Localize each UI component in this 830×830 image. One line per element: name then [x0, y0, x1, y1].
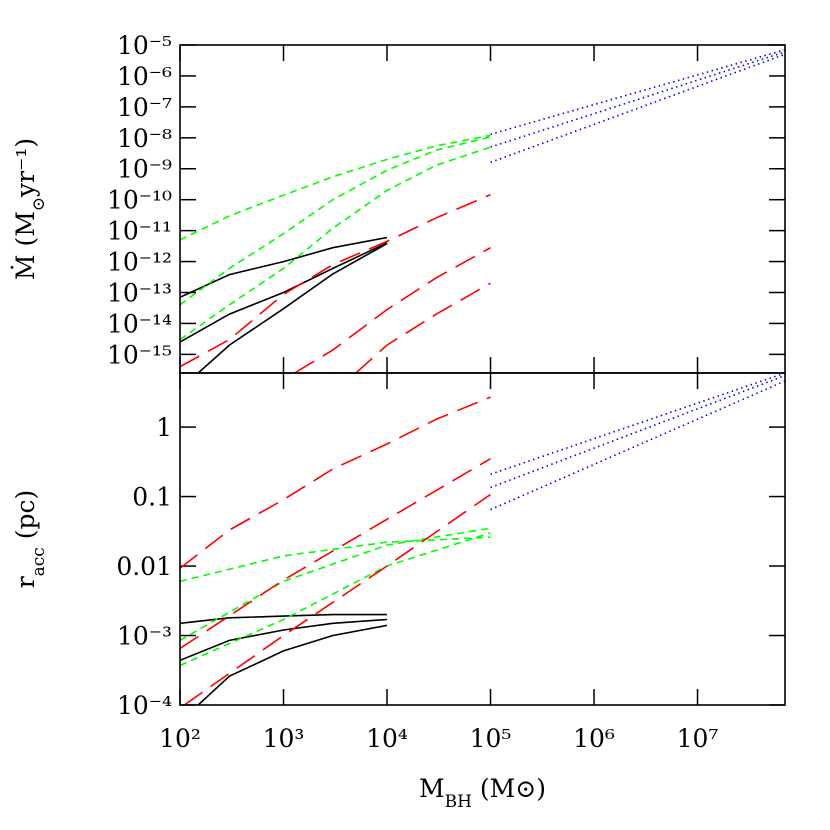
- x-tick-label: 10²: [159, 724, 201, 753]
- y-tick-label: 10⁻¹⁴: [107, 309, 172, 338]
- data-line: [180, 536, 491, 583]
- y-tick-label: 10⁻⁹: [117, 155, 172, 184]
- data-line: [490, 53, 785, 164]
- x-tick-label: 10⁷: [677, 724, 719, 753]
- data-line: [180, 136, 491, 306]
- data-line: [180, 613, 387, 625]
- data-line: [180, 618, 388, 662]
- y-tick-label: 10⁻¹⁰: [107, 186, 172, 215]
- data-line: [197, 624, 388, 705]
- data-line: [180, 146, 491, 341]
- plot-frame: [179, 372, 786, 706]
- data-line: [180, 396, 491, 569]
- data-line: [490, 380, 785, 511]
- plot-frame: [179, 44, 786, 374]
- data-line: [180, 458, 491, 650]
- y-tick-label: 10⁻¹⁵: [107, 340, 172, 369]
- plot-area: [180, 49, 785, 373]
- axis-label: MBH (M⊙): [419, 774, 546, 812]
- data-line: [180, 236, 388, 299]
- y-tick-label: 10⁻¹¹: [107, 217, 172, 246]
- y-tick-label: 10⁻⁴: [117, 691, 172, 720]
- axis-label-main: r: [11, 576, 40, 588]
- axis-label-tail: (M⊙): [472, 774, 546, 803]
- y-tick-label: 10⁻¹³: [107, 278, 172, 307]
- y-tick-label: 10⁻¹²: [107, 248, 172, 277]
- plot-area: [180, 373, 785, 705]
- data-line: [490, 51, 785, 148]
- x-tick-label: 10⁵: [470, 724, 512, 753]
- x-tick-label: 10⁶: [573, 724, 615, 753]
- y-tick-label: 1: [156, 413, 172, 442]
- data-line: [294, 247, 491, 373]
- y-tick-label: 0.01: [116, 552, 172, 581]
- data-line: [355, 282, 491, 373]
- data-line: [180, 532, 491, 667]
- y-tick-label: 10⁻⁶: [117, 62, 172, 91]
- axis-label-tail: yr⁻¹): [11, 138, 40, 198]
- data-line: [180, 134, 491, 241]
- data-line: [490, 374, 785, 489]
- axis-label-sub: BH: [445, 792, 472, 812]
- y-tick-label: 10⁻⁵: [117, 31, 172, 60]
- y-tick-label: 10⁻³: [117, 622, 172, 651]
- y-tick-label: 10⁻⁷: [117, 93, 172, 122]
- data-line: [490, 373, 785, 475]
- x-tick-label: 10⁴: [366, 724, 408, 753]
- y-tick-label: 0.1: [132, 483, 172, 512]
- x-tick-label: 10³: [263, 724, 305, 753]
- axis-label-tail: (pc): [11, 490, 40, 547]
- y-tick-label: 10⁻⁸: [117, 124, 172, 153]
- data-line: [180, 527, 491, 642]
- axis-label: Ṁ (M⊙yr⁻¹): [11, 138, 49, 280]
- axis-label-main: M: [419, 774, 445, 803]
- axis-label-main: Ṁ (M: [11, 211, 40, 280]
- axis-label-sub: ⊙: [29, 197, 49, 211]
- data-line: [180, 193, 491, 368]
- data-line: [490, 49, 785, 136]
- axis-label: racc (pc): [11, 490, 49, 589]
- axis-label-sub: acc: [29, 547, 49, 576]
- data-line: [197, 242, 388, 373]
- data-line: [180, 242, 388, 343]
- data-line: [183, 493, 491, 705]
